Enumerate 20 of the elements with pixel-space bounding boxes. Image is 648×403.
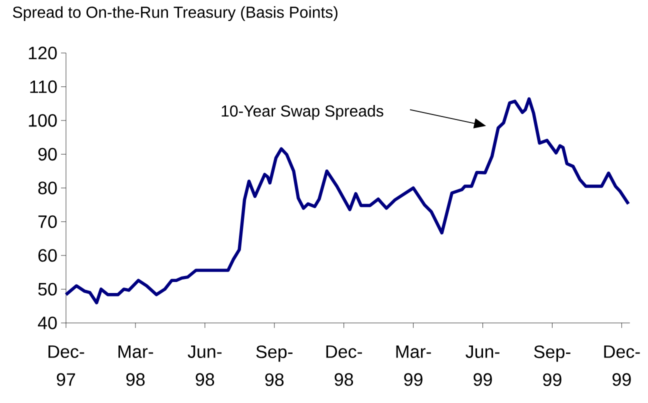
x-tick-label: Dec-98	[326, 345, 362, 386]
annotation: 10-Year Swap Spreads	[222, 104, 384, 120]
x-tick-label: Sep-99	[534, 345, 570, 386]
x-tick-label: Mar-98	[118, 345, 154, 386]
y-tick-label: 70	[38, 215, 57, 228]
x-tick-label: Dec-99	[604, 345, 640, 386]
x-tick-label: Dec-97	[48, 345, 84, 386]
y-tick-label: 50	[38, 282, 57, 296]
x-tick-label: Sep-98	[256, 345, 293, 386]
y-tick-label: 60	[38, 249, 57, 262]
x-tick-label: Jun-99	[466, 345, 500, 386]
x-tick-label: Jun-98	[188, 345, 222, 386]
y-tick-label: 110	[30, 80, 57, 94]
x-tick-label: Mar-99	[396, 345, 431, 386]
y-tick-label: 40	[38, 316, 57, 330]
y-tick-label: 90	[38, 148, 57, 161]
y-tick-label: 80	[38, 182, 57, 194]
y-tick-label: 100	[28, 114, 57, 127]
y-tick-label: 120	[28, 46, 57, 60]
chart-title: Spread to On-the-Run Treasury (Basis Points)	[12, 6, 338, 22]
